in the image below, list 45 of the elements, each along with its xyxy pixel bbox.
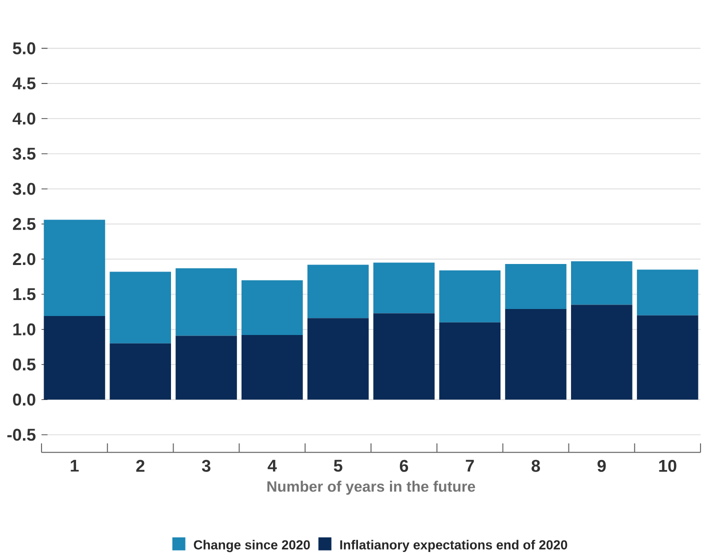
y-tick-label: 3.0 [12, 182, 36, 195]
bar [242, 280, 303, 336]
bar [636, 315, 698, 400]
legend-label: Inflatianory expectations end of 2020 [340, 540, 568, 552]
bar [571, 304, 632, 400]
x-tick-label: 1 [70, 460, 79, 472]
y-tick-label: -0.5 [7, 428, 36, 441]
bar [176, 268, 237, 336]
bar [505, 309, 566, 400]
bar [242, 335, 303, 400]
y-tick-label: 5.0 [12, 42, 36, 54]
x-tick-label: 5 [334, 460, 342, 472]
bar [110, 272, 172, 344]
legend-label: Change since 2020 [194, 540, 310, 552]
y-tick-label: 0.5 [13, 358, 36, 371]
y-tick-label: 2.5 [12, 218, 36, 230]
x-tick-label: 8 [532, 460, 540, 472]
bar [307, 264, 369, 318]
bar [373, 313, 435, 400]
bar [307, 318, 369, 400]
bar [439, 270, 501, 322]
x-tick-label: 4 [268, 460, 277, 472]
y-tick-label: 4.5 [12, 78, 36, 90]
bar [176, 336, 237, 400]
x-tick-label: 10 [659, 460, 676, 472]
bar [439, 322, 501, 400]
y-tick-label: 4.0 [12, 112, 36, 125]
bar [373, 262, 435, 314]
bar [44, 316, 106, 400]
x-tick-label: 3 [202, 460, 210, 472]
y-tick-label: 1.5 [13, 288, 36, 300]
y-tick-label: 0.0 [13, 394, 36, 406]
bar [571, 261, 632, 305]
bar [505, 264, 566, 310]
x-tick-label: 6 [400, 460, 408, 472]
bar [636, 270, 698, 316]
y-tick-label: 3.5 [12, 148, 36, 160]
x-tick-label: 9 [598, 460, 606, 472]
y-tick-label: 1.0 [13, 323, 36, 336]
x-axis-title: Number of years in the future [267, 480, 476, 495]
x-tick-label: 2 [136, 460, 144, 472]
y-tick-label: 2.0 [12, 253, 36, 266]
bar [44, 220, 106, 316]
x-tick-label: 7 [466, 460, 474, 472]
bar [110, 344, 172, 400]
